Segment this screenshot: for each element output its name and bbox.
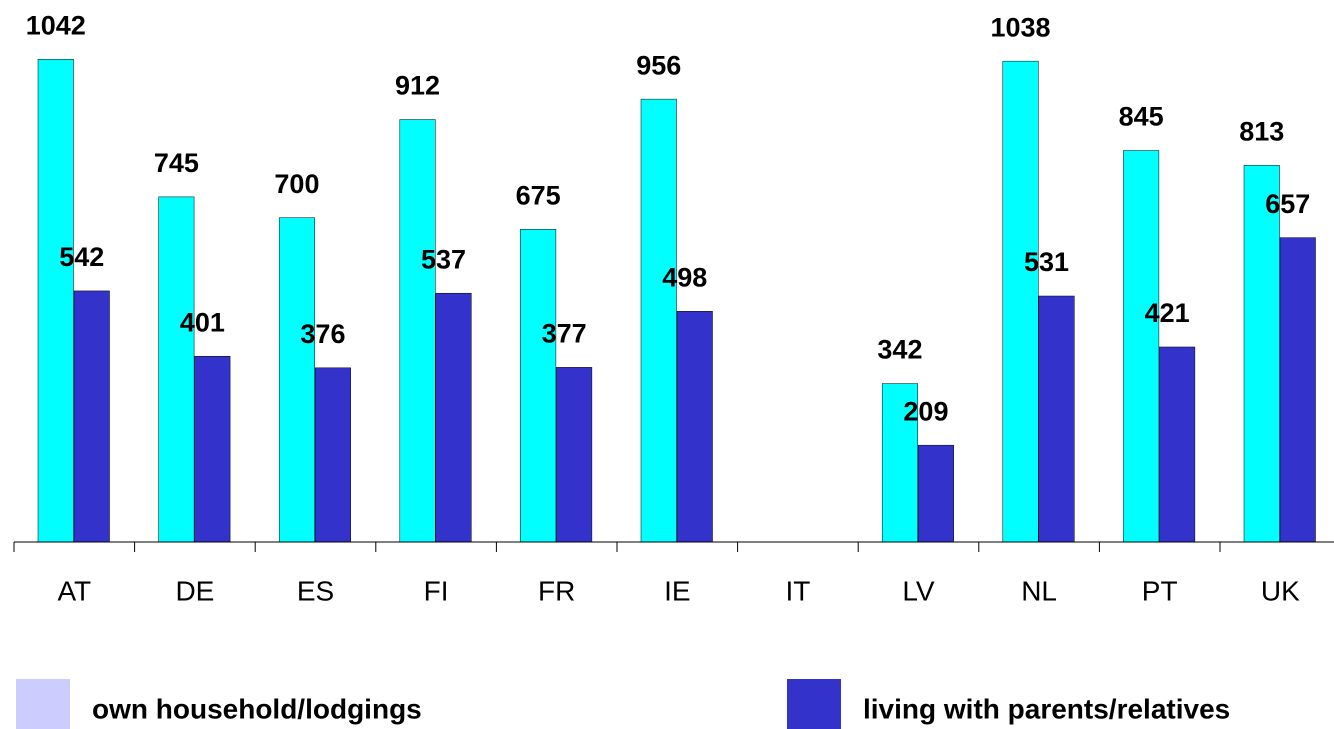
bar <box>676 311 713 543</box>
bar <box>520 229 557 543</box>
x-tick-label: ES <box>297 575 334 606</box>
value-label: 845 <box>1119 102 1164 132</box>
x-tick-label: DE <box>175 575 214 606</box>
value-label: 745 <box>154 148 199 178</box>
value-label: 700 <box>274 169 319 199</box>
value-label: 813 <box>1239 117 1284 147</box>
value-label: 912 <box>395 71 440 101</box>
bar <box>556 367 593 543</box>
bar <box>73 290 110 543</box>
bar <box>1279 237 1316 543</box>
bar <box>1243 165 1280 543</box>
bar <box>640 98 677 543</box>
bar <box>917 444 954 543</box>
bar <box>158 196 195 543</box>
x-tick-label: UK <box>1261 575 1300 606</box>
value-label: 498 <box>662 262 707 292</box>
bar <box>37 59 74 543</box>
x-tick-label: AT <box>57 575 91 606</box>
bar <box>194 355 231 543</box>
x-tick-label: NL <box>1021 575 1057 606</box>
value-label: 401 <box>180 307 225 337</box>
value-label: 209 <box>903 396 948 426</box>
value-label: 1038 <box>991 12 1051 42</box>
x-tick-label: LV <box>902 575 934 606</box>
value-label: 657 <box>1265 189 1310 219</box>
value-label: 537 <box>421 244 466 274</box>
bar <box>1159 346 1196 543</box>
value-label: 531 <box>1024 247 1069 277</box>
value-label: 956 <box>636 50 681 80</box>
legend-swatch <box>787 679 841 729</box>
bar <box>278 217 315 543</box>
value-label: 342 <box>877 335 922 365</box>
bar <box>435 292 472 543</box>
value-label: 377 <box>542 318 587 348</box>
bar <box>1002 60 1039 543</box>
x-tick-label: FR <box>538 575 575 606</box>
bar <box>399 119 436 543</box>
bar <box>1038 295 1075 543</box>
bar <box>1123 150 1160 543</box>
value-label: 1042 <box>26 10 86 40</box>
legend-label: own household/lodgings <box>92 693 422 724</box>
value-label: 376 <box>300 319 345 349</box>
value-label: 421 <box>1145 298 1190 328</box>
x-tick-label: PT <box>1142 575 1178 606</box>
x-tick-label: FI <box>424 575 449 606</box>
legend-label: living with parents/relatives <box>863 693 1230 724</box>
bar <box>314 367 351 543</box>
value-label: 675 <box>516 180 561 210</box>
x-tick-label: IT <box>785 575 810 606</box>
x-tick-label: IE <box>664 575 690 606</box>
bar <box>881 383 918 543</box>
value-label: 542 <box>59 242 104 272</box>
legend-swatch <box>16 679 70 729</box>
